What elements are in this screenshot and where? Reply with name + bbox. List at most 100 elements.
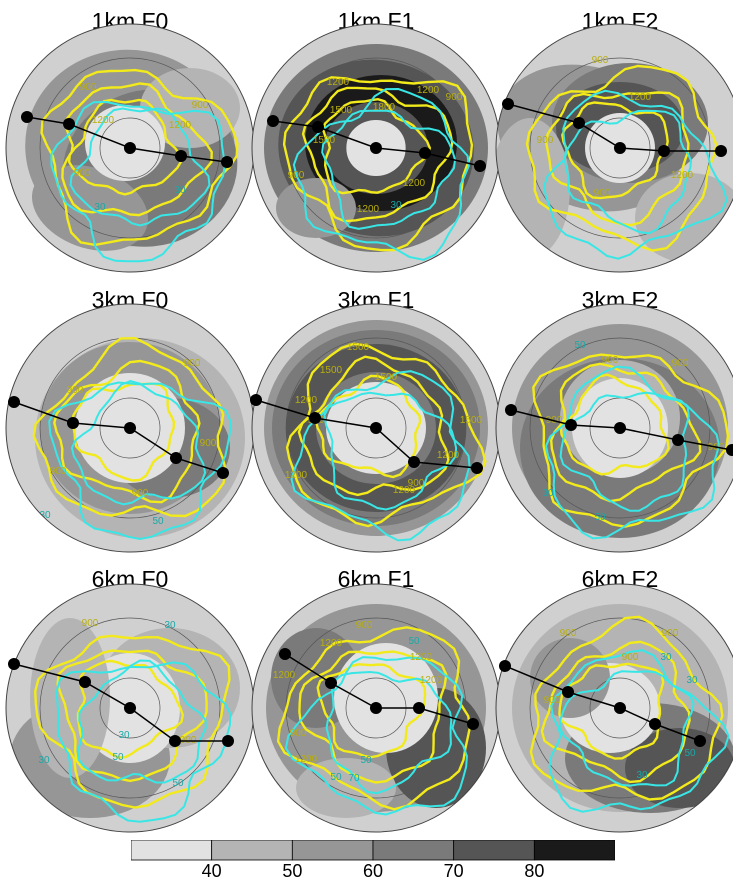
track-point bbox=[221, 156, 233, 168]
polar-panel: 900 30 900 900 900 30 30 50 bbox=[495, 583, 733, 833]
contour-label: 900 bbox=[602, 355, 619, 366]
contour-label: 30 bbox=[39, 510, 51, 521]
shaded-region bbox=[276, 178, 356, 238]
cyan-contour bbox=[325, 670, 453, 795]
track-point bbox=[649, 718, 661, 730]
track-point bbox=[170, 452, 182, 464]
contour-label: 1500 bbox=[460, 415, 483, 426]
yellow-contour bbox=[316, 663, 427, 759]
contour-label: 1200 bbox=[629, 92, 652, 103]
contour-label: 900 bbox=[290, 728, 307, 739]
yellow-contour bbox=[53, 359, 201, 504]
yellow-contour bbox=[33, 634, 231, 809]
contour-label: 900 bbox=[662, 628, 679, 639]
contour-label: 30 bbox=[164, 620, 176, 631]
contour-label: 30 bbox=[94, 202, 106, 213]
range-ring bbox=[285, 337, 467, 519]
track-point bbox=[614, 422, 626, 434]
shaded-region bbox=[496, 118, 570, 258]
contour-label: 900 bbox=[537, 135, 554, 146]
yellow-contour bbox=[545, 91, 690, 227]
yellow-contour bbox=[540, 640, 691, 784]
contour-label: 1200 bbox=[285, 470, 308, 481]
track-point bbox=[408, 456, 420, 468]
contour-label: 900 bbox=[560, 628, 577, 639]
cyan-contour bbox=[48, 381, 232, 541]
track-point bbox=[370, 702, 382, 714]
yellow-contour bbox=[321, 97, 432, 195]
contour-label: 50 bbox=[408, 636, 420, 647]
track-point bbox=[124, 422, 136, 434]
cyan-contour bbox=[50, 100, 226, 263]
contour-label: 900 bbox=[592, 55, 609, 66]
contour-label: 900 bbox=[80, 82, 97, 93]
contour-label: 1200 bbox=[403, 178, 426, 189]
yellow-contour bbox=[558, 662, 665, 760]
contour-label: 900 bbox=[408, 478, 425, 489]
track-point bbox=[694, 735, 706, 747]
contour-label: 900 bbox=[132, 488, 149, 499]
track-point bbox=[8, 658, 20, 670]
shaded-region bbox=[625, 728, 733, 808]
cyan-contour bbox=[321, 109, 457, 230]
contour-label: 1200 bbox=[295, 395, 318, 406]
colorbar-swatch bbox=[211, 840, 293, 861]
cyan-contour bbox=[76, 659, 207, 784]
contour-label: 30 bbox=[660, 652, 672, 663]
track-point bbox=[474, 160, 486, 172]
range-ring bbox=[529, 617, 711, 799]
contour-label: 900 bbox=[622, 652, 639, 663]
track-point bbox=[222, 735, 234, 747]
track-point bbox=[467, 718, 479, 730]
contour-label: 1200 bbox=[410, 652, 433, 663]
yellow-contour bbox=[301, 86, 454, 223]
track-point bbox=[471, 462, 483, 474]
yellow-contour bbox=[276, 626, 472, 811]
contour-label: 50 bbox=[152, 516, 164, 527]
track-point bbox=[325, 677, 337, 689]
yellow-contour bbox=[285, 342, 487, 528]
contour-label: 900 bbox=[50, 466, 67, 477]
range-ring bbox=[589, 677, 651, 739]
yellow-contour bbox=[529, 615, 724, 801]
track-point bbox=[499, 660, 511, 672]
contour-label: 900 bbox=[192, 100, 209, 111]
contour-label: 900 bbox=[594, 188, 611, 199]
contour-label: 1800 bbox=[373, 102, 396, 113]
yellow-contour bbox=[40, 68, 239, 247]
contour-label: 900 bbox=[74, 168, 91, 179]
yellow-contour bbox=[297, 355, 450, 497]
contour-label: 50 bbox=[360, 755, 372, 766]
contour-label: 70 bbox=[348, 773, 360, 784]
cyan-contour bbox=[69, 107, 211, 227]
contour-label: 1200 bbox=[357, 204, 380, 215]
contour-label: 900 bbox=[67, 385, 84, 396]
contour-label: 900 bbox=[544, 695, 561, 706]
track-point bbox=[309, 412, 321, 424]
colorbar-tick-label: 60 bbox=[362, 861, 384, 881]
colorbar-tick-label: 50 bbox=[282, 861, 303, 881]
track-point bbox=[672, 434, 684, 446]
contour-label: 900 bbox=[446, 92, 463, 103]
yellow-contour bbox=[56, 649, 208, 783]
track-point bbox=[726, 444, 733, 456]
yellow-contour bbox=[532, 353, 730, 528]
contour-label: 900 bbox=[200, 438, 217, 449]
contour-label: 1500 bbox=[330, 105, 353, 116]
contour-label: 1200 bbox=[393, 485, 416, 496]
yellow-contour bbox=[525, 64, 718, 252]
track-point bbox=[124, 142, 136, 154]
polar-panel: 900 1200 900 1200 900 bbox=[495, 23, 733, 273]
panel-border bbox=[495, 23, 733, 273]
range-ring bbox=[39, 57, 221, 239]
range-ring bbox=[529, 57, 711, 239]
contour-label: 30 bbox=[174, 185, 186, 196]
track-point bbox=[614, 142, 626, 154]
contour-label: 1200 bbox=[320, 638, 343, 649]
contour-label: 30 bbox=[686, 675, 698, 686]
contour-label: 1500 bbox=[375, 372, 398, 383]
colorbar bbox=[131, 840, 615, 861]
track-point bbox=[419, 147, 431, 159]
track-point bbox=[175, 150, 187, 162]
